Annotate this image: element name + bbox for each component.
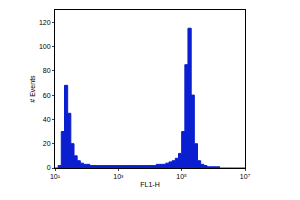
svg-text:20: 20 xyxy=(43,140,51,147)
svg-text:10⁵: 10⁵ xyxy=(176,173,187,180)
svg-text:10¹: 10¹ xyxy=(50,173,61,180)
svg-text:100: 100 xyxy=(39,43,51,50)
svg-text:80: 80 xyxy=(43,67,51,74)
svg-text:60: 60 xyxy=(43,92,51,99)
svg-text:40: 40 xyxy=(43,116,51,123)
svg-text:10⁷: 10⁷ xyxy=(240,173,251,180)
svg-text:0: 0 xyxy=(47,164,51,171)
svg-text:FL1-H: FL1-H xyxy=(140,181,159,188)
svg-text:# Events: # Events xyxy=(29,75,36,103)
svg-text:10³: 10³ xyxy=(113,173,124,180)
svg-text:120: 120 xyxy=(39,19,51,26)
